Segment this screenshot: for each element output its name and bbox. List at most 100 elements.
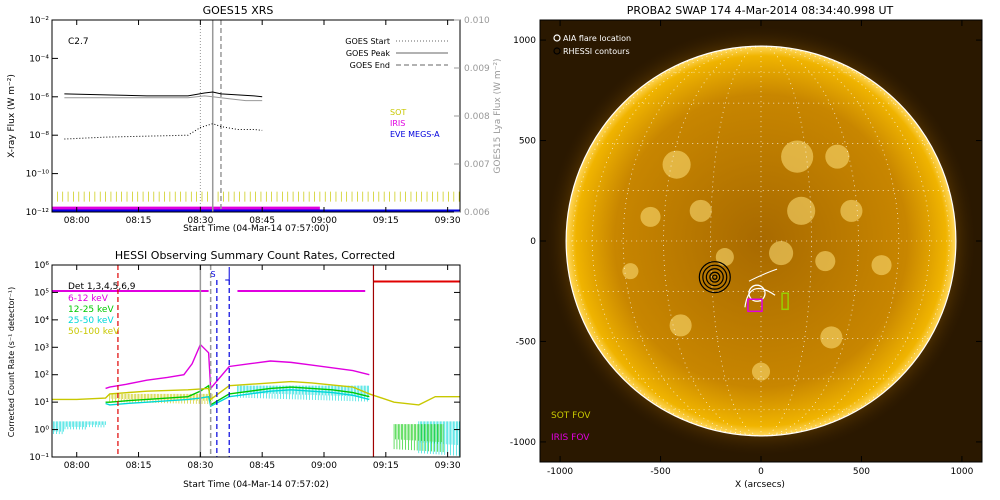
hessi-title: HESSI Observing Summary Count Rates, Cor…	[115, 249, 395, 262]
longitude-grid-line	[592, 45, 762, 437]
active-region-blob	[622, 263, 639, 280]
hessi-x-tick-label: 08:15	[126, 461, 152, 471]
goes-legend: GOES Start GOES Peak GOES End	[345, 37, 448, 70]
goes-legend-label: GOES End	[350, 61, 390, 70]
swap-fov-label: SOT FOV	[551, 411, 591, 421]
active-region-blob	[820, 326, 843, 349]
hessi-x-tick-label: 09:15	[373, 461, 399, 471]
active-region-blob	[787, 196, 816, 225]
swap-y-tick-label: -1000	[510, 438, 536, 448]
hessi-band-label: 50-100 keV	[68, 327, 120, 337]
goes-y2-tick-label: 0.008	[464, 112, 490, 122]
goes-series-line-2	[64, 123, 263, 140]
longitude-grid-line	[760, 45, 930, 437]
flare-arc	[748, 268, 778, 282]
sot-fov-box	[781, 292, 789, 311]
goes-xlabel: Start Time (04-Mar-14 07:57:00)	[183, 224, 329, 234]
goes-flare-class: C2.7	[68, 37, 89, 47]
active-region-blob	[769, 241, 794, 266]
iris-fov-box	[747, 298, 763, 313]
swap-y-tick-label: 0	[530, 237, 536, 247]
active-region-blob	[689, 199, 712, 222]
rhessi-contour	[712, 274, 718, 280]
active-region-blob	[815, 251, 836, 272]
swap-legend-symbol	[553, 34, 561, 42]
swap-title: PROBA2 SWAP 174 4-Mar-2014 08:34:40.998 …	[627, 4, 894, 17]
longitude-grid-line	[663, 45, 762, 437]
hessi-y-tick-label: 10⁰	[34, 426, 49, 436]
hessi-y-tick-label: 10⁵	[34, 288, 49, 298]
active-region-blob	[825, 144, 850, 169]
swap-x-tick-label: 1000	[950, 467, 973, 477]
swap-x-tick-label: -500	[650, 467, 671, 477]
goes-x-tick-label: 08:00	[64, 216, 90, 226]
active-region-blob	[781, 140, 814, 173]
active-region-blob	[640, 206, 661, 227]
swap-fov-label: IRIS FOV	[551, 433, 590, 443]
active-region-blob	[662, 150, 691, 179]
flare-arc	[744, 287, 776, 308]
hessi-noise-band	[51, 421, 106, 435]
goes-legend-label: GOES Peak	[346, 49, 391, 58]
hessi-y-tick-label: 10⁶	[34, 261, 49, 271]
rhessi-contour	[702, 264, 728, 290]
swap-x-tick-label: -1000	[547, 467, 573, 477]
goes-marks	[51, 20, 460, 213]
goes-y2-tick-label: 0.009	[464, 64, 490, 74]
goes-x-tick-label: 09:15	[373, 216, 399, 226]
swap-y-tick-label: -500	[516, 337, 537, 347]
goes-panel: GOES15 XRS 08:00 08:15 08:30 08:45 09:00 09:1…	[7, 4, 503, 234]
hessi-x-tick-label: 08:30	[187, 461, 213, 471]
hessi-x-tick-label: 08:00	[64, 461, 90, 471]
hessi-ylabel: Corrected Count Rate (s⁻¹ detector⁻¹)	[7, 287, 16, 438]
goes-coverage-legend: SOT IRIS EVE MEGS-A	[390, 108, 440, 139]
hessi-legend-title: Det 1,3,4,5,6,9	[68, 282, 136, 292]
solar-disk	[566, 46, 956, 436]
hessi-marks	[51, 265, 460, 457]
hessi-band-label: 25-50 keV	[68, 316, 114, 326]
goes-coverage-label: EVE MEGS-A	[390, 130, 440, 139]
goes-title: GOES15 XRS	[203, 4, 274, 17]
goes-x-tick-label: 09:00	[311, 216, 337, 226]
swap-legend-symbol	[553, 47, 561, 55]
hessi-y-tick-label: 10²	[34, 371, 49, 381]
hessi-y-tick-label: 10⁻¹	[29, 453, 49, 463]
goes-y2-tick-label: 0.010	[464, 16, 490, 26]
hessi-s-label: S	[210, 270, 215, 279]
goes-y2-tick-label: 0.006	[464, 208, 490, 218]
goes-y-tick-label: 10⁻¹²	[26, 208, 50, 218]
hessi-series-line-0	[105, 343, 370, 391]
swap-panel: PROBA2 SWAP 174 4-Mar-2014 08:34:40.998 …	[510, 4, 983, 490]
goes-y2-tick-label: 0.007	[464, 160, 490, 170]
longitude-grid-line	[760, 45, 859, 437]
hessi-panel: HESSI Observing Summary Count Rates, Cor…	[7, 249, 461, 490]
goes-coverage-label: IRIS	[390, 119, 405, 128]
hessi-band-label: 6-12 keV	[68, 294, 109, 304]
hessi-x-tick-label: 08:45	[249, 461, 275, 471]
active-region-blob	[840, 199, 863, 222]
rhessi-contour	[705, 268, 724, 287]
hessi-y-tick-label: 10⁴	[34, 316, 49, 326]
goes-x-tick-label: 09:30	[435, 216, 461, 226]
longitude-grid-line	[760, 45, 950, 437]
rhessi-contour	[709, 271, 721, 283]
goes-y-tick-label: 10⁻⁸	[29, 131, 49, 141]
hessi-x-tick-label: 09:30	[435, 461, 461, 471]
goes-coverage-label: SOT	[390, 108, 406, 117]
hessi-y-tick-label: 10³	[34, 343, 49, 353]
active-region-blob	[871, 255, 892, 276]
sot-coverage-bar	[51, 191, 460, 202]
hessi-axes: 08:00 08:15 08:30 08:45 09:00 09:15 09:30 10⁶ 10…	[29, 261, 461, 471]
active-region-blob	[715, 248, 734, 267]
hessi-y-tick-label: 10¹	[34, 398, 49, 408]
goes-x-tick-label: 08:15	[126, 216, 152, 226]
longitude-grid-line	[710, 45, 762, 437]
hessi-series-line-3	[52, 380, 460, 406]
swap-axes: -1000 -500 0 500 1000 1000 500 0 -500 -1000	[510, 20, 982, 477]
swap-legend-label: AIA flare location	[563, 34, 631, 43]
hessi-xlabel: Start Time (04-Mar-14 07:57:02)	[183, 480, 329, 490]
swap-x-tick-label: 500	[853, 467, 870, 477]
goes-axes: 08:00 08:15 08:30 08:45 09:00 09:15 09:30 10⁻² 1…	[26, 16, 490, 226]
